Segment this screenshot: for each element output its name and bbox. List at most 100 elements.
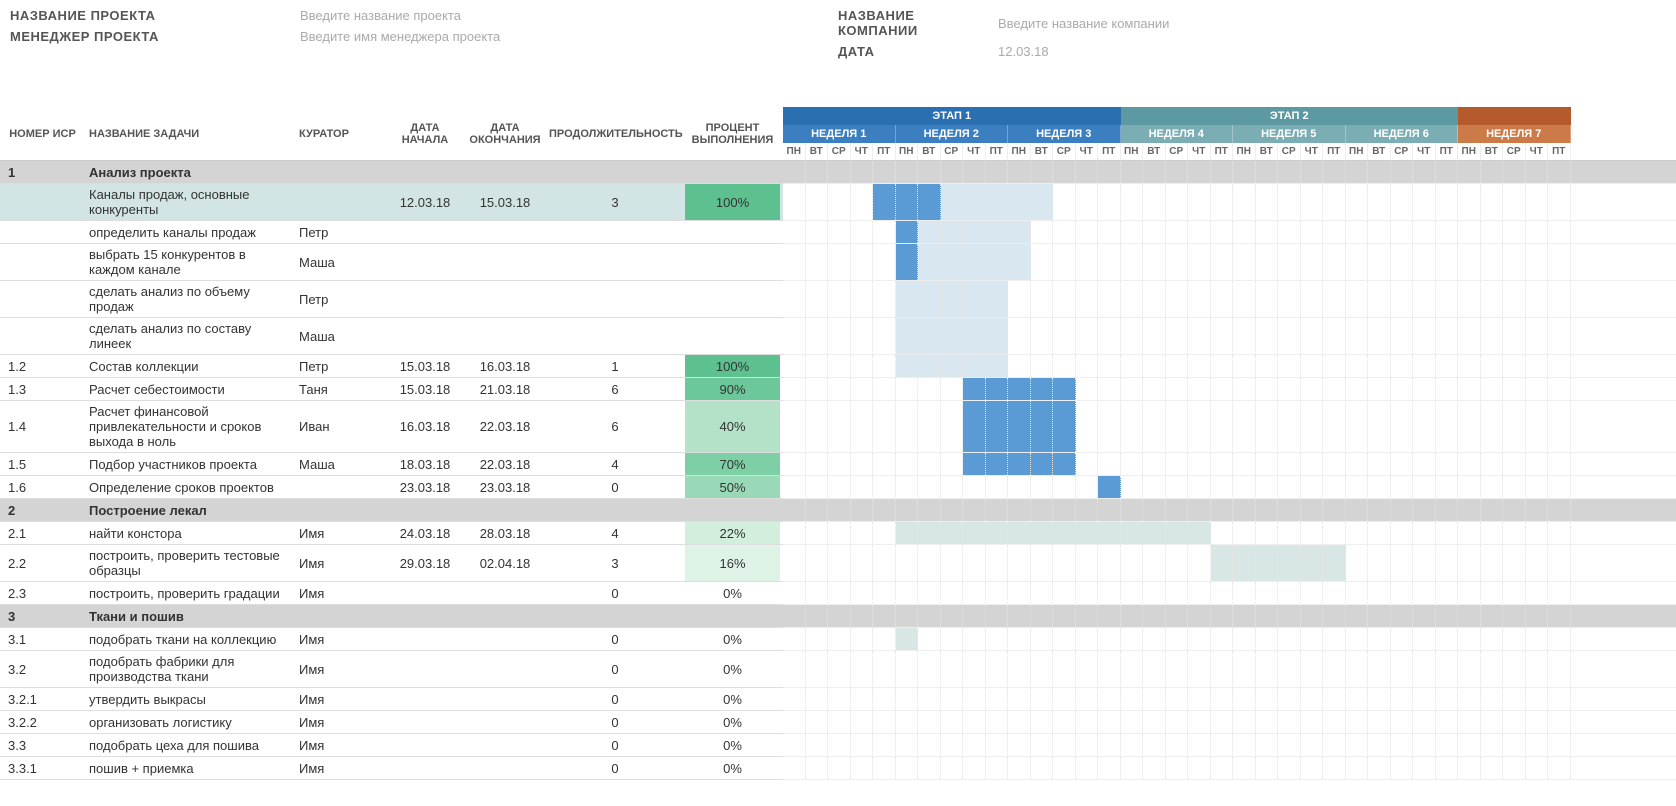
col-curator[interactable]: КУРАТОР <box>295 126 385 142</box>
cell[interactable] <box>465 229 545 235</box>
cell[interactable]: Расчет финансовой привлекательности и ср… <box>85 401 295 452</box>
cell[interactable]: Определение сроков проектов <box>85 477 295 498</box>
cell[interactable] <box>385 296 465 302</box>
percent-cell[interactable]: 40% <box>685 401 780 452</box>
cell[interactable]: 15.03.18 <box>385 379 465 400</box>
task-group-row[interactable]: 1Анализ проекта <box>0 161 783 184</box>
percent-cell[interactable] <box>685 161 780 183</box>
percent-cell[interactable]: 0% <box>685 582 780 604</box>
col-title[interactable]: НАЗВАНИЕ ЗАДАЧИ <box>85 126 295 142</box>
cell[interactable] <box>465 613 545 619</box>
cell[interactable]: определить каналы продаж <box>85 222 295 243</box>
project-name-input[interactable]: Введите название проекта <box>300 8 461 23</box>
cell[interactable]: 12.03.18 <box>385 192 465 213</box>
cell[interactable]: Имя <box>295 735 385 756</box>
cell[interactable]: 1.4 <box>0 416 85 437</box>
cell[interactable] <box>0 199 85 205</box>
cell[interactable]: Имя <box>295 583 385 604</box>
col-percent[interactable]: ПРОЦЕНТ ВЫПОЛНЕНИЯ <box>685 120 780 148</box>
cell[interactable]: Построение лекал <box>85 500 295 521</box>
cell[interactable] <box>295 507 385 513</box>
cell[interactable] <box>385 333 465 339</box>
cell[interactable] <box>385 666 465 672</box>
cell[interactable] <box>465 169 545 175</box>
cell[interactable]: найти констора <box>85 523 295 544</box>
cell[interactable] <box>545 259 685 265</box>
task-row[interactable]: 2.1найти констораИмя24.03.1828.03.18422% <box>0 522 783 545</box>
percent-cell[interactable]: 0% <box>685 688 780 710</box>
cell[interactable]: 3.1 <box>0 629 85 650</box>
cell[interactable] <box>545 169 685 175</box>
cell[interactable] <box>385 613 465 619</box>
cell[interactable]: 0 <box>545 659 685 680</box>
col-duration[interactable]: ПРОДОЛЖИТЕЛЬНОСТЬ <box>545 126 685 142</box>
cell[interactable]: 0 <box>545 758 685 779</box>
cell[interactable]: 3 <box>545 553 685 574</box>
cell[interactable] <box>385 229 465 235</box>
cell[interactable]: построить, проверить градации <box>85 583 295 604</box>
cell[interactable] <box>385 590 465 596</box>
cell[interactable] <box>385 765 465 771</box>
cell[interactable]: 2.3 <box>0 583 85 604</box>
percent-cell[interactable] <box>685 318 780 354</box>
cell[interactable]: 22.03.18 <box>465 454 545 475</box>
percent-cell[interactable] <box>685 605 780 627</box>
cell[interactable]: 4 <box>545 454 685 475</box>
task-row[interactable]: 1.3Расчет себестоимостиТаня15.03.1821.03… <box>0 378 783 401</box>
task-row[interactable]: определить каналы продажПетр <box>0 221 783 244</box>
cell[interactable]: 0 <box>545 583 685 604</box>
task-row[interactable]: 3.2.1утвердить выкрасыИмя00% <box>0 688 783 711</box>
cell[interactable]: 1.3 <box>0 379 85 400</box>
cell[interactable]: Имя <box>295 553 385 574</box>
cell[interactable]: 2 <box>0 500 85 521</box>
cell[interactable]: 2.1 <box>0 523 85 544</box>
cell[interactable] <box>465 636 545 642</box>
cell[interactable]: 3.3.1 <box>0 758 85 779</box>
percent-cell[interactable]: 100% <box>685 355 780 377</box>
cell[interactable] <box>385 719 465 725</box>
task-row[interactable]: выбрать 15 конкурентов в каждом каналеМа… <box>0 244 783 281</box>
cell[interactable]: 3.2.1 <box>0 689 85 710</box>
percent-cell[interactable]: 70% <box>685 453 780 475</box>
cell[interactable]: 16.03.18 <box>465 356 545 377</box>
percent-cell[interactable]: 0% <box>685 628 780 650</box>
cell[interactable] <box>465 590 545 596</box>
cell[interactable]: 23.03.18 <box>385 477 465 498</box>
cell[interactable]: 18.03.18 <box>385 454 465 475</box>
cell[interactable]: 1.6 <box>0 477 85 498</box>
cell[interactable]: 3.2 <box>0 659 85 680</box>
task-row[interactable]: 1.6Определение сроков проектов 23.03.1823… <box>0 476 783 499</box>
cell[interactable] <box>385 259 465 265</box>
cell[interactable]: Анализ проекта <box>85 162 295 183</box>
task-row[interactable]: 1.5Подбор участников проектаМаша18.03.18… <box>0 453 783 476</box>
cell[interactable]: 29.03.18 <box>385 553 465 574</box>
cell[interactable] <box>0 333 85 339</box>
cell[interactable]: Петр <box>295 222 385 243</box>
cell[interactable] <box>385 169 465 175</box>
cell[interactable] <box>385 507 465 513</box>
task-group-row[interactable]: 2Построение лекал <box>0 499 783 522</box>
cell[interactable] <box>465 296 545 302</box>
percent-cell[interactable]: 100% <box>685 184 780 220</box>
cell[interactable]: Имя <box>295 523 385 544</box>
task-row[interactable]: сделать анализ по объему продажПетр <box>0 281 783 318</box>
cell[interactable]: 16.03.18 <box>385 416 465 437</box>
cell[interactable]: сделать анализ по составу линеек <box>85 318 295 354</box>
cell[interactable]: 24.03.18 <box>385 523 465 544</box>
percent-cell[interactable]: 0% <box>685 757 780 779</box>
cell[interactable]: 22.03.18 <box>465 416 545 437</box>
percent-cell[interactable]: 0% <box>685 651 780 687</box>
cell[interactable] <box>465 666 545 672</box>
cell[interactable]: 21.03.18 <box>465 379 545 400</box>
col-wbs[interactable]: НОМЕР ИСР <box>0 126 85 142</box>
cell[interactable] <box>545 229 685 235</box>
cell[interactable] <box>465 742 545 748</box>
cell[interactable]: Петр <box>295 289 385 310</box>
cell[interactable]: 15.03.18 <box>465 192 545 213</box>
cell[interactable]: утвердить выкрасы <box>85 689 295 710</box>
cell[interactable]: 1 <box>0 162 85 183</box>
cell[interactable]: 0 <box>545 689 685 710</box>
cell[interactable]: 23.03.18 <box>465 477 545 498</box>
percent-cell[interactable] <box>685 221 780 243</box>
cell[interactable]: 02.04.18 <box>465 553 545 574</box>
